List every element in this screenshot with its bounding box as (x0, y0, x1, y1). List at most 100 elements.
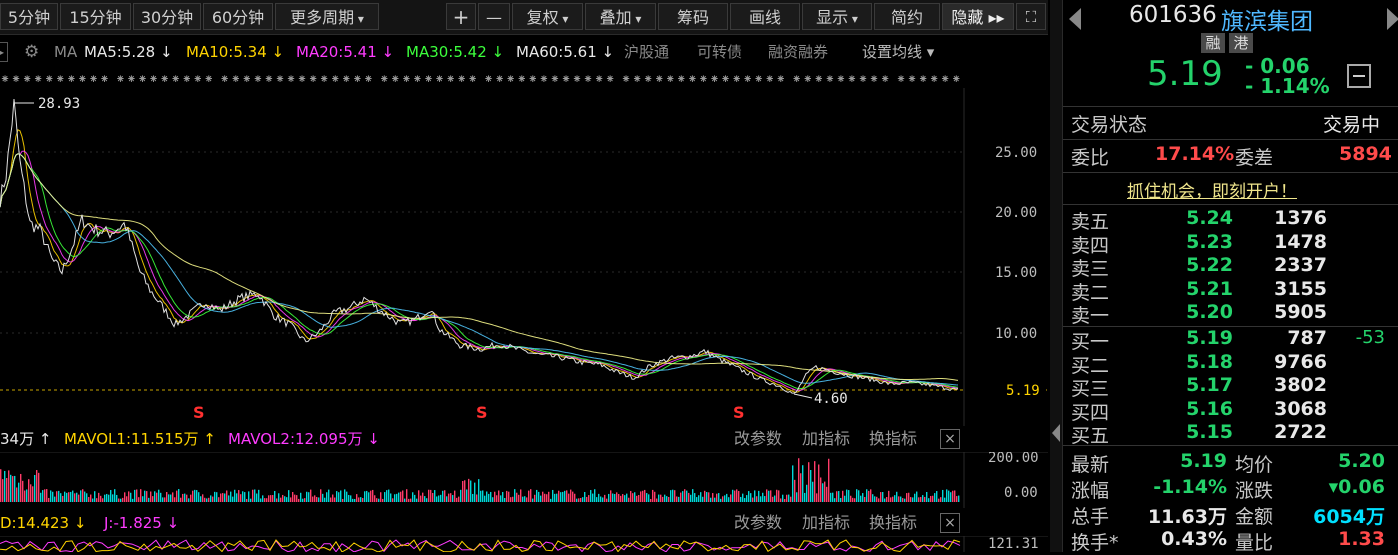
bid-row[interactable]: 买一 5.19 787 -53 (1063, 327, 1398, 353)
volume-bar (336, 491, 338, 502)
volume-bar (860, 495, 862, 502)
volume-bar (84, 491, 86, 502)
add-indicator-button[interactable]: 加指标 (802, 429, 851, 448)
bid-level-label: 买五 (1071, 425, 1110, 447)
volume-bar (784, 498, 786, 502)
open-account-link[interactable]: 抓住机会，即刻开户！ (1127, 182, 1297, 202)
fuquan-dropdown[interactable]: 复权 (512, 3, 583, 30)
volume-bar (170, 494, 172, 502)
hide-panel-button[interactable]: 隐藏 ▸▸ (942, 3, 1014, 30)
zoom-out-button[interactable]: — (478, 3, 510, 30)
ask-row[interactable]: 卖三 5.22 2337 (1063, 254, 1398, 280)
fullscreen-icon[interactable]: ⛶ (1016, 3, 1046, 30)
convertible-bond-link[interactable]: 可转债 (697, 43, 743, 61)
volume-bar (262, 495, 264, 502)
bid-row[interactable]: 买四 5.16 3068 (1063, 398, 1398, 424)
volume-bar (550, 498, 552, 502)
volume-bar (26, 489, 28, 502)
volume-legend: 34万 ↑ MAVOL1:11.515万 ↑ MAVOL2:12.095万 ↓ … (0, 426, 964, 452)
stock-name[interactable]: 旗滨集团 (1221, 9, 1313, 35)
bid-row[interactable]: 买五 5.15 2722 (1063, 421, 1398, 447)
volume-bar (688, 492, 690, 502)
close-icon[interactable]: × (940, 429, 960, 449)
volume-bar (810, 470, 812, 502)
edit-params-button[interactable]: 改参数 (734, 429, 783, 448)
price-line (0, 98, 959, 394)
volume-bar (670, 490, 672, 502)
set-ma-dropdown[interactable]: 设置均线 ▾ (862, 43, 935, 61)
low-marker-line (793, 393, 813, 399)
volume-bar (174, 497, 176, 502)
volume-bar (884, 498, 886, 502)
volume-bar (834, 498, 836, 502)
prev-stock-icon[interactable] (1069, 8, 1081, 30)
sell-marker-icon[interactable]: S (733, 403, 745, 422)
sell-marker-icon[interactable]: S (476, 403, 488, 422)
switch-indicator-button[interactable]: 换指标 (869, 429, 918, 448)
volume-value: 34万 ↑ (0, 430, 52, 448)
volume-bar (898, 496, 900, 502)
add-indicator-button[interactable]: 加指标 (802, 513, 851, 532)
panel-splitter[interactable] (1050, 0, 1062, 552)
bid-row[interactable]: 买三 5.17 3802 (1063, 374, 1398, 400)
volume-bar (940, 497, 942, 502)
sell-marker-icon[interactable]: S (193, 403, 205, 422)
bid-row[interactable]: 买二 5.18 9766 (1063, 351, 1398, 377)
display-dropdown[interactable]: 显示 (802, 3, 872, 30)
volume-bar (946, 489, 948, 502)
gear-icon[interactable]: ⚙ (24, 42, 40, 62)
volume-bar (532, 498, 534, 502)
close-icon[interactable]: × (940, 513, 960, 533)
volume-bar (218, 497, 220, 502)
draw-line-button[interactable]: 画线 (730, 3, 800, 30)
hsgt-link[interactable]: 沪股通 (624, 43, 670, 61)
period-5min-button[interactable]: 5分钟 (0, 3, 58, 30)
kdj-chart[interactable]: 121.31 (0, 536, 1048, 552)
ma20-value: MA20:5.41 ↓ (296, 43, 395, 61)
volume-bar (496, 495, 498, 502)
volume-bar (838, 491, 840, 502)
next-stock-icon[interactable] (1387, 8, 1398, 30)
zoom-in-button[interactable]: + (446, 3, 476, 30)
period-30min-button[interactable]: 30分钟 (133, 3, 201, 30)
ask-row[interactable]: 卖五 5.24 1376 (1063, 207, 1398, 233)
ask-row[interactable]: 卖二 5.21 3155 (1063, 278, 1398, 304)
simple-mode-button[interactable]: 简约 (874, 3, 940, 30)
volume-bar (458, 496, 460, 502)
collapse-arrow-icon[interactable] (1052, 424, 1060, 442)
edit-params-button[interactable]: 改参数 (734, 513, 783, 532)
volume-bar (728, 497, 730, 502)
more-periods-dropdown[interactable]: 更多周期 (275, 3, 379, 30)
volume-bar (360, 497, 362, 502)
volume-bar (216, 492, 218, 502)
kdj-j-value: J:-1.825 ↓ (104, 514, 180, 532)
kline-chart[interactable]: 28.93 4.60 S S S 25.00 20.00 15.00 10.00… (0, 88, 1048, 426)
volume-bar (616, 492, 618, 502)
volume-bar (318, 497, 320, 502)
minimize-icon[interactable] (1347, 64, 1371, 88)
weicha-value: 5894 (1339, 143, 1392, 165)
ask-row[interactable]: 卖四 5.23 1478 (1063, 231, 1398, 257)
volume-bar (758, 490, 760, 502)
margin-trading-link[interactable]: 融资融券 (768, 43, 829, 61)
volume-chart[interactable]: 200.00 0.00 (0, 452, 1048, 508)
chips-button[interactable]: 筹码 (658, 3, 728, 30)
volume-bar (528, 490, 530, 502)
volume-bar (118, 498, 120, 502)
volume-bar (774, 495, 776, 502)
overlay-dropdown[interactable]: 叠加 (585, 3, 656, 30)
period-60min-button[interactable]: 60分钟 (203, 3, 273, 30)
ask-row[interactable]: 卖一 5.20 5905 (1063, 301, 1398, 327)
volume-bar (798, 458, 800, 502)
volume-bar (412, 492, 414, 502)
switch-indicator-button[interactable]: 换指标 (869, 513, 918, 532)
collapse-legend-icon[interactable]: ▸ (0, 42, 9, 62)
volume-bar (570, 489, 572, 502)
volume-bar (484, 495, 486, 502)
period-15min-button[interactable]: 15分钟 (60, 3, 131, 30)
volume-bar (536, 489, 538, 502)
ask-volume: 1376 (1274, 207, 1327, 229)
volume-bar (184, 493, 186, 502)
volume-bar (678, 496, 680, 502)
volume-bar (548, 491, 550, 502)
